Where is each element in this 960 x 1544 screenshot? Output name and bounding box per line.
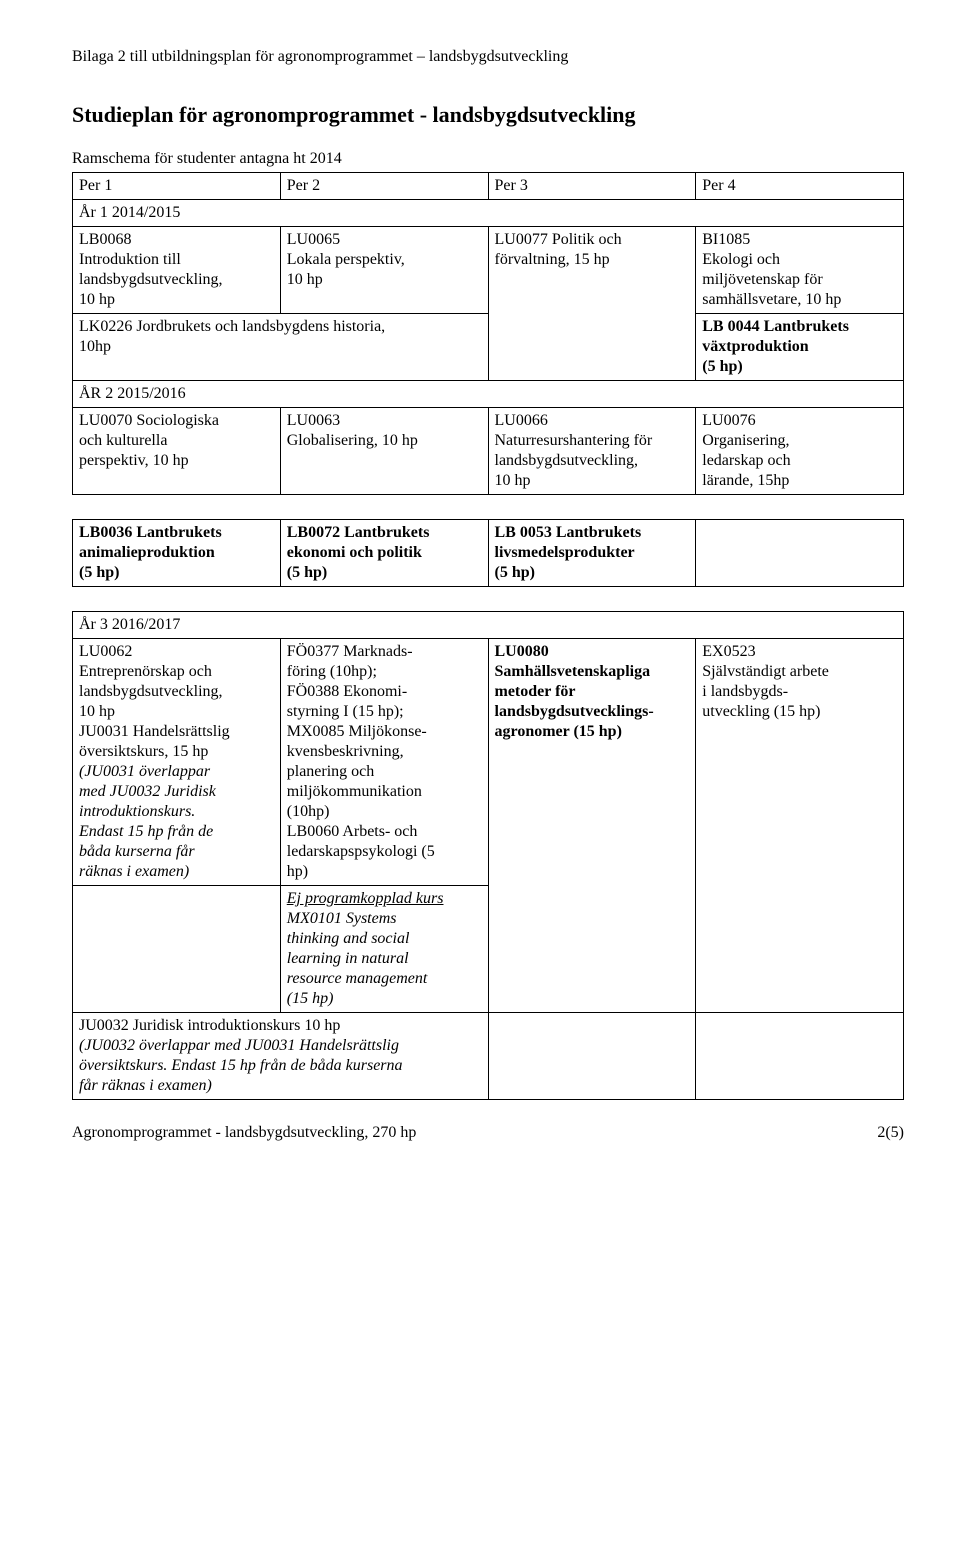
year3-row3b: (JU0032 överlappar med JU0031 Handelsrät… — [79, 1037, 403, 1094]
year1-c3: LU0077 Politik ochförvaltning, 15 hp — [488, 227, 696, 381]
year1-row2c4: LB 0044 Lantbruketsväxtproduktion(5 hp) — [696, 314, 904, 381]
year3-row2c2a: Ej programkopplad kurs — [287, 890, 444, 907]
footer-left: Agronomprogrammet - landsbygdsutveckling… — [72, 1124, 416, 1142]
year1-row2c1: LK0226 Jordbrukets och landsbygdens hist… — [73, 314, 489, 381]
page-title: Studieplan för agronomprogrammet - lands… — [72, 102, 904, 128]
footer-right: 2(5) — [877, 1124, 904, 1142]
year3-table: År 3 2016/2017 LU0062Entreprenörskap och… — [72, 611, 904, 1100]
year1-table: Per 1 Per 2 Per 3 Per 4 År 1 2014/2015 L… — [72, 172, 904, 495]
year2-row2c2: LB0072 Lantbruketsekonomi och politik (5… — [280, 520, 488, 587]
year1-c2: LU0065Lokala perspektiv,10 hp — [280, 227, 488, 314]
year2-c1: LU0070 Sociologiskaoch kulturellaperspek… — [73, 408, 281, 495]
year3-label: År 3 2016/2017 — [73, 612, 904, 639]
year3-row3a: JU0032 Juridisk introduktionskurs 10 hp — [79, 1017, 340, 1034]
year3-row3c4 — [696, 1013, 904, 1100]
year3-c4: EX0523Självständigt arbetei landsbygds-u… — [696, 639, 904, 1013]
year3-c2: FÖ0377 Marknads-föring (10hp);FÖ0388 Eko… — [280, 639, 488, 886]
year3-row2c2: Ej programkopplad kurs MX0101 Systemsthi… — [280, 886, 488, 1013]
year1-c4: BI1085Ekologi ochmiljövetenskap församhä… — [696, 227, 904, 314]
year2-table-b: LB0036 Lantbruketsanimalieproduktion(5 h… — [72, 519, 904, 587]
year3-row2c1 — [73, 886, 281, 1013]
year3-c1a: LU0062Entreprenörskap ochlandsbygdsutvec… — [79, 643, 230, 760]
year1-label: År 1 2014/2015 — [73, 200, 904, 227]
year3-c1b: (JU0031 överlapparmed JU0032 Juridiskint… — [79, 763, 216, 880]
year2-row2c3: LB 0053 Lantbruketslivsmedelsprodukter(5… — [488, 520, 696, 587]
year1-c1: LB0068Introduktion tilllandsbygdsutveckl… — [73, 227, 281, 314]
period-2: Per 2 — [280, 173, 488, 200]
year3-row3c3 — [488, 1013, 696, 1100]
period-3: Per 3 — [488, 173, 696, 200]
year3-row2c2b: MX0101 Systemsthinking and sociallearnin… — [287, 910, 428, 1007]
page-subtitle: Ramschema för studenter antagna ht 2014 — [72, 150, 904, 168]
year2-row2c4 — [696, 520, 904, 587]
year2-c4: LU0076Organisering,ledarskap ochlärande,… — [696, 408, 904, 495]
year2-label: ÅR 2 2015/2016 — [73, 381, 904, 408]
year2-row2c1: LB0036 Lantbruketsanimalieproduktion(5 h… — [73, 520, 281, 587]
page-header: Bilaga 2 till utbildningsplan för agrono… — [72, 48, 904, 66]
year3-c1: LU0062Entreprenörskap ochlandsbygdsutvec… — [73, 639, 281, 886]
year2-c2: LU0063Globalisering, 10 hp — [280, 408, 488, 495]
period-4: Per 4 — [696, 173, 904, 200]
year3-c3: LU0080Samhällsvetenskapligametoder förla… — [488, 639, 696, 1013]
year3-row3: JU0032 Juridisk introduktionskurs 10 hp … — [73, 1013, 489, 1100]
period-1: Per 1 — [73, 173, 281, 200]
page-footer: Agronomprogrammet - landsbygdsutveckling… — [72, 1124, 904, 1142]
year2-c3: LU0066Naturresurshantering förlandsbygds… — [488, 408, 696, 495]
